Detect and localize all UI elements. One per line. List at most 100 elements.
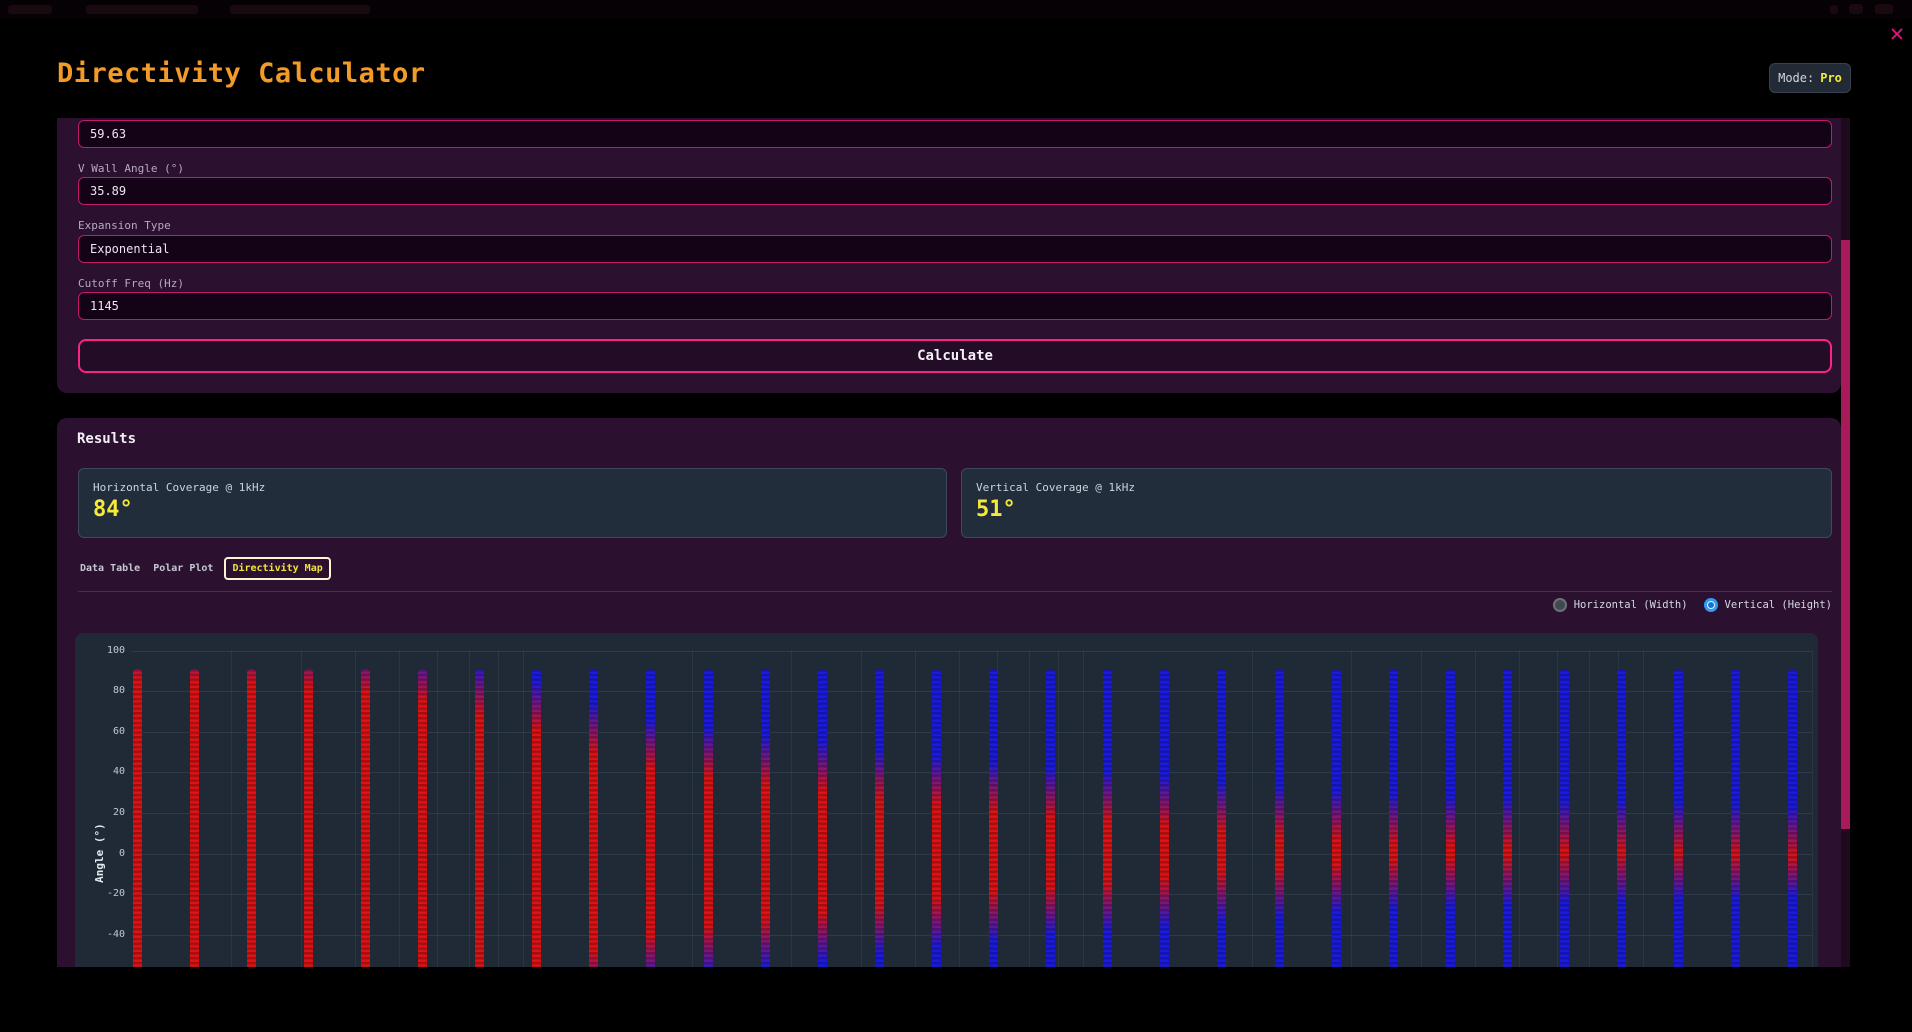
x-gridline	[399, 650, 400, 967]
vertical-coverage-label: Vertical Coverage @ 1kHz	[976, 481, 1135, 494]
close-icon[interactable]: ✕	[1882, 18, 1912, 48]
v-wall-angle-input[interactable]	[78, 177, 1832, 205]
y-tick-label: 80	[77, 685, 125, 696]
dimmed-chrome-icon	[1875, 4, 1893, 14]
chart-bar	[1046, 669, 1055, 967]
radio-horizontal-label: Horizontal (Width)	[1574, 599, 1688, 611]
chart-bar	[1560, 669, 1569, 967]
chart-bar	[1446, 669, 1455, 967]
x-gridline	[231, 650, 232, 967]
y-tick-label: -20	[77, 888, 125, 899]
chart-bar	[532, 669, 541, 967]
x-gridline	[1643, 650, 1644, 967]
x-gridline	[959, 650, 960, 967]
chart-bar	[589, 669, 598, 967]
wall-angle-h-input[interactable]	[78, 120, 1832, 148]
mode-value: Pro	[1820, 71, 1842, 85]
dimmed-tab-text	[8, 5, 52, 14]
cutoff-freq-label: Cutoff Freq (Hz)	[78, 277, 184, 290]
chart-bar	[1160, 669, 1169, 967]
chart-bar	[875, 669, 884, 967]
x-gridline	[791, 650, 792, 967]
x-gridline	[1058, 650, 1059, 967]
scroll-viewport: V Wall Angle (°) Expansion Type Cutoff F…	[57, 118, 1850, 967]
x-gridline	[1475, 650, 1476, 967]
tab-polar-plot[interactable]: Polar Plot	[151, 559, 215, 578]
horizontal-coverage-value: 84°	[93, 497, 133, 522]
results-card: Results Horizontal Coverage @ 1kHz 84° V…	[57, 418, 1841, 967]
expansion-type-input[interactable]	[78, 235, 1832, 263]
mode-badge[interactable]: Mode: Pro	[1769, 63, 1851, 93]
y-tick-label: 100	[77, 645, 125, 656]
y-gridline	[132, 651, 1812, 652]
radio-vertical-label: Vertical (Height)	[1725, 599, 1832, 611]
dimmed-chrome-icon	[1849, 4, 1863, 14]
x-gridline	[1557, 650, 1558, 967]
x-gridline	[1812, 650, 1813, 967]
horizontal-coverage-card: Horizontal Coverage @ 1kHz 84°	[78, 468, 947, 538]
chart-bar	[818, 669, 827, 967]
chart-bar	[1731, 669, 1740, 967]
radio-vertical-height[interactable]: Vertical (Height)	[1704, 598, 1832, 612]
x-gridline	[1589, 650, 1590, 967]
chart-bar	[133, 669, 142, 967]
x-gridline	[1421, 650, 1422, 967]
x-gridline	[523, 650, 524, 967]
tabs-divider	[78, 591, 1832, 592]
results-heading: Results	[77, 431, 136, 447]
cutoff-freq-input[interactable]	[78, 292, 1832, 320]
chart-bar	[1332, 669, 1341, 967]
chart-bar	[190, 669, 199, 967]
chart-bar	[361, 669, 370, 967]
results-tabs: Data Table Polar Plot Directivity Map	[78, 557, 331, 580]
x-gridline	[1083, 650, 1084, 967]
chart-bar	[1788, 669, 1797, 967]
chart-bar	[304, 669, 313, 967]
y-tick-label: 60	[77, 726, 125, 737]
x-gridline	[1351, 650, 1352, 967]
x-gridline	[915, 650, 916, 967]
x-gridline	[1519, 650, 1520, 967]
chart-bar	[1503, 669, 1512, 967]
chart-bar	[247, 669, 256, 967]
directivity-chart: Angle (°) 100806040200-20-40	[75, 633, 1818, 967]
input-form-card: V Wall Angle (°) Expansion Type Cutoff F…	[57, 118, 1841, 393]
x-gridline	[355, 650, 356, 967]
scrollbar-track	[1841, 118, 1850, 967]
x-gridline	[1029, 650, 1030, 967]
page-title: Directivity Calculator	[57, 58, 426, 89]
v-wall-angle-label: V Wall Angle (°)	[78, 162, 184, 175]
dimmed-tab-text	[86, 5, 198, 14]
chart-bar	[989, 669, 998, 967]
chart-bar	[1275, 669, 1284, 967]
chart-bar	[1617, 669, 1626, 967]
chart-bar	[646, 669, 655, 967]
expansion-type-label: Expansion Type	[78, 219, 171, 232]
radio-horizontal-width[interactable]: Horizontal (Width)	[1553, 598, 1688, 612]
y-tick-label: 0	[77, 848, 125, 859]
chart-bar	[1103, 669, 1112, 967]
horizontal-coverage-label: Horizontal Coverage @ 1kHz	[93, 481, 265, 494]
dimmed-tab-text	[230, 5, 370, 14]
chart-bar	[475, 669, 484, 967]
calculate-button[interactable]: Calculate	[78, 339, 1832, 373]
x-gridline	[498, 650, 499, 967]
scrollbar-thumb[interactable]	[1841, 240, 1850, 829]
chart-bar	[932, 669, 941, 967]
orientation-radio-group: Horizontal (Width) Vertical (Height)	[1553, 598, 1832, 612]
dimmed-chrome-icon	[1830, 5, 1838, 14]
tab-data-table[interactable]: Data Table	[78, 559, 142, 578]
dimmed-browser-bar	[0, 0, 1912, 19]
mode-label: Mode:	[1778, 71, 1814, 85]
vertical-coverage-value: 51°	[976, 497, 1016, 522]
tab-directivity-map[interactable]: Directivity Map	[224, 557, 330, 580]
y-tick-label: 40	[77, 766, 125, 777]
x-gridline	[469, 650, 470, 967]
chart-bar	[418, 669, 427, 967]
chart-bar	[761, 669, 770, 967]
x-gridline	[301, 650, 302, 967]
x-gridline	[861, 650, 862, 967]
app-window: ✕ Directivity Calculator Mode: Pro V Wal…	[0, 0, 1912, 1032]
x-gridline	[437, 650, 438, 967]
radio-selected-icon	[1704, 598, 1718, 612]
